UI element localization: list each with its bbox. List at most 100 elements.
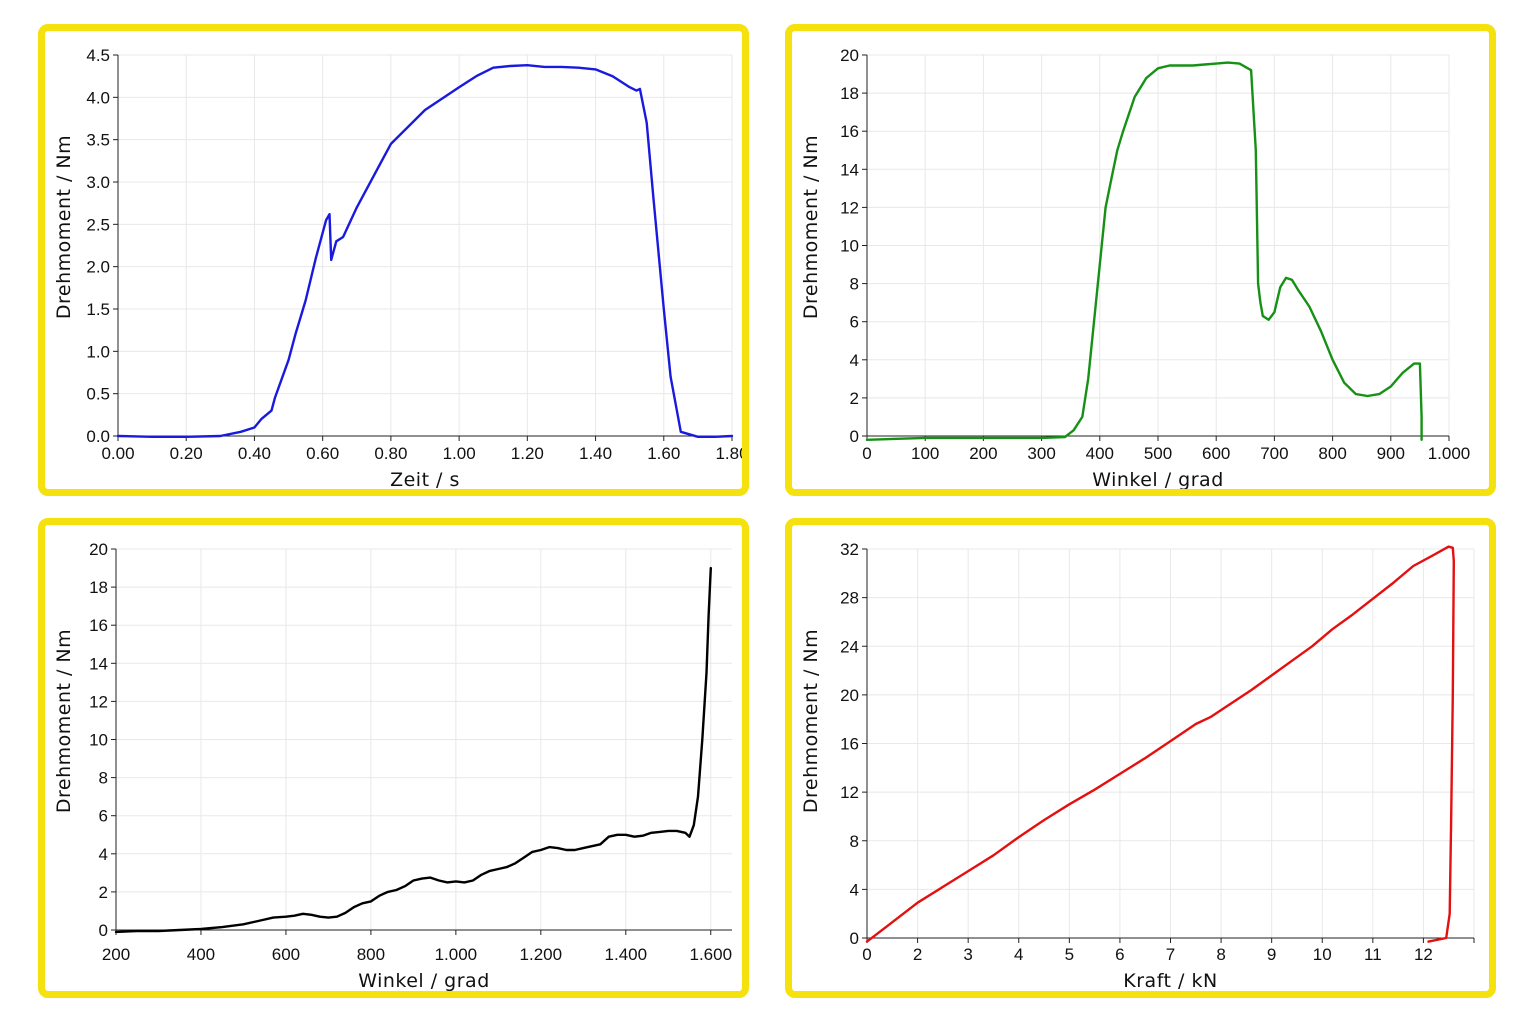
x-tick-label: 7 — [1166, 945, 1175, 964]
x-tick-label: 1.000 — [1428, 444, 1471, 463]
y-tick-label: 18 — [89, 578, 108, 597]
y-tick-label: 8 — [99, 769, 108, 788]
y-tick-label: 6 — [850, 313, 859, 332]
x-tick-label: 9 — [1267, 945, 1276, 964]
y-tick-label: 0 — [850, 929, 859, 948]
y-tick-label: 2.0 — [86, 258, 110, 277]
x-tick-label: 0.20 — [170, 444, 203, 463]
chart-panel-torque-vs-force: 0 4 8 12 16 20 24 28 32 0 2 3 4 5 6 7 8 9 10 11 12 Kraft / kN… — [785, 518, 1496, 998]
y-tick-label: 2.5 — [86, 215, 110, 234]
x-axis-title: Kraft / kN — [1123, 970, 1217, 991]
x-tick-label: 10 — [1313, 945, 1332, 964]
x-tick-label: 11 — [1364, 945, 1382, 964]
x-tick-label: 1.00 — [443, 444, 476, 463]
y-tick-label: 1.5 — [86, 300, 110, 319]
y-tick-label: 16 — [89, 616, 108, 635]
y-tick-label: 1.0 — [86, 342, 110, 361]
torque-angle-chart-black: 0 2 4 6 8 10 12 14 16 18 20 200 400 600 800 1.000 1.200 1… — [53, 540, 732, 991]
x-tick-label: 0 — [862, 945, 871, 964]
y-tick-label: 12 — [840, 783, 859, 802]
y-tick-label: 6 — [99, 807, 108, 826]
y-tick-label: 8 — [850, 275, 859, 294]
y-axis-title: Drehmoment / Nm — [53, 629, 75, 813]
chart-panel-torque-vs-time: 0.0 0.5 1.0 1.5 2.0 2.5 3.0 3.5 4.0 4.5 0.00 0.20 0.… — [38, 24, 749, 496]
x-tick-label: 0.60 — [306, 444, 339, 463]
y-tick-label: 14 — [840, 160, 859, 179]
series-line — [865, 61, 1423, 441]
torque-force-chart: 0 4 8 12 16 20 24 28 32 0 2 3 4 5 6 7 8 9 10 11 12 Kraft / kN… — [800, 540, 1475, 991]
y-tick-label: 10 — [840, 237, 859, 256]
x-tick-label: 400 — [187, 945, 215, 964]
y-tick-label: 4 — [99, 845, 108, 864]
y-tick-label: 4 — [850, 351, 859, 370]
y-tick-label: 28 — [840, 589, 859, 608]
x-tick-label: 0.80 — [374, 444, 407, 463]
x-tick-label: 12 — [1414, 945, 1433, 964]
y-tick-label: 4.5 — [86, 46, 110, 65]
y-tick-label: 32 — [840, 540, 859, 559]
x-tick-label: 0 — [862, 444, 871, 463]
chart-panel-torque-vs-angle-black: 0 2 4 6 8 10 12 14 16 18 20 200 400 600 800 1.000 1.200 1… — [38, 518, 749, 998]
x-tick-label: 300 — [1027, 444, 1055, 463]
y-tick-label: 20 — [89, 540, 108, 559]
y-axis-title: Drehmoment / Nm — [800, 629, 822, 813]
y-tick-label: 14 — [89, 654, 108, 673]
y-tick-label: 3.5 — [86, 131, 110, 150]
torque-time-chart: 0.0 0.5 1.0 1.5 2.0 2.5 3.0 3.5 4.0 4.5 0.00 0.20 0.… — [53, 46, 742, 489]
x-axis-title: Winkel / grad — [358, 970, 490, 991]
x-axis-title: Winkel / grad — [1092, 469, 1224, 489]
x-tick-label: 400 — [1086, 444, 1114, 463]
x-tick-label: 1.60 — [647, 444, 680, 463]
x-tick-label: 0.40 — [238, 444, 271, 463]
x-tick-label: 800 — [357, 945, 385, 964]
x-tick-label: 800 — [1318, 444, 1346, 463]
x-tick-label: 0.00 — [101, 444, 134, 463]
y-tick-label: 20 — [840, 46, 859, 65]
y-tick-label: 0 — [99, 921, 108, 940]
x-tick-label: 1.400 — [605, 945, 648, 964]
x-tick-label: 6 — [1115, 945, 1124, 964]
y-tick-label: 12 — [89, 692, 108, 711]
x-tick-label: 4 — [1014, 945, 1023, 964]
y-axis-title: Drehmoment / Nm — [800, 135, 822, 319]
x-tick-label: 700 — [1260, 444, 1288, 463]
x-axis-title: Zeit / s — [390, 469, 460, 489]
x-tick-label: 600 — [1202, 444, 1230, 463]
y-tick-label: 4 — [850, 880, 859, 899]
x-tick-label: 2 — [913, 945, 922, 964]
y-tick-label: 4.0 — [86, 88, 110, 107]
series-line — [116, 64, 734, 438]
x-tick-label: 1.40 — [579, 444, 612, 463]
x-tick-label: 900 — [1377, 444, 1405, 463]
y-tick-label: 16 — [840, 122, 859, 141]
series-line — [114, 566, 712, 934]
x-tick-label: 1.200 — [520, 945, 563, 964]
x-tick-label: 200 — [969, 444, 997, 463]
y-tick-label: 0.5 — [86, 385, 110, 404]
x-tick-label: 1.20 — [511, 444, 544, 463]
series-line — [865, 545, 1455, 943]
y-tick-label: 2 — [850, 389, 859, 408]
x-tick-label: 1.600 — [689, 945, 732, 964]
x-tick-label: 5 — [1065, 945, 1074, 964]
x-tick-label: 3 — [963, 945, 972, 964]
chart-panel-torque-vs-angle-green: 0 2 4 6 8 10 12 14 16 18 20 0 100 200 300 400 500 600 700 8… — [785, 24, 1496, 496]
y-tick-label: 0.0 — [86, 427, 110, 446]
y-tick-label: 12 — [840, 198, 859, 217]
x-tick-label: 100 — [911, 444, 939, 463]
x-tick-label: 8 — [1216, 945, 1225, 964]
x-tick-label: 500 — [1144, 444, 1172, 463]
y-tick-label: 16 — [840, 735, 859, 754]
y-tick-label: 20 — [840, 686, 859, 705]
y-tick-label: 0 — [850, 427, 859, 446]
y-tick-label: 8 — [850, 832, 859, 851]
x-tick-label: 200 — [102, 945, 130, 964]
y-axis-title: Drehmoment / Nm — [53, 135, 75, 319]
y-tick-label: 2 — [99, 883, 108, 902]
x-tick-label: 1.80 — [715, 444, 742, 463]
y-tick-label: 10 — [89, 731, 108, 750]
y-tick-label: 3.0 — [86, 173, 110, 192]
y-tick-label: 24 — [840, 637, 859, 656]
x-tick-label: 1.000 — [435, 945, 478, 964]
